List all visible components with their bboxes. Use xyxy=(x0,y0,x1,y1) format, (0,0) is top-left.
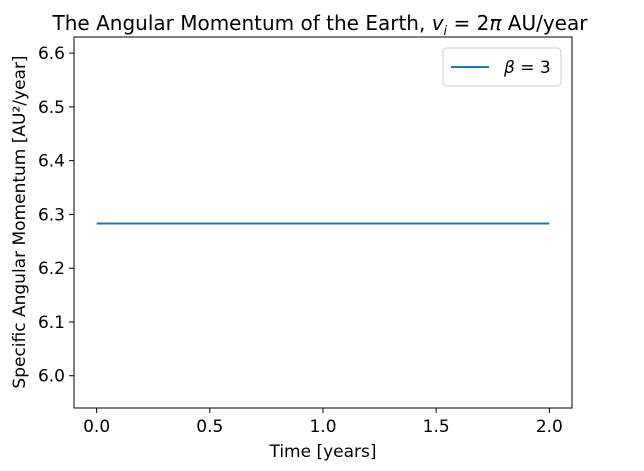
legend-box xyxy=(442,47,562,87)
x-tick-label: 1.5 xyxy=(423,417,450,437)
y-axis: 6.0 6.1 6.2 6.3 6.4 6.5 6.6 xyxy=(38,44,74,387)
x-tick-label: 2.0 xyxy=(536,417,563,437)
x-tick-label: 0.5 xyxy=(196,417,223,437)
y-tick-label: 6.4 xyxy=(38,152,65,172)
legend-label-beta-3: β = 3 xyxy=(503,58,551,78)
x-tick-label: 1.0 xyxy=(309,417,336,437)
plot-area xyxy=(73,36,573,409)
y-tick-label: 6.3 xyxy=(38,205,65,225)
y-tick-label: 6.2 xyxy=(38,259,65,279)
x-axis-label: Time [years] xyxy=(268,442,376,462)
y-tick-label: 6.0 xyxy=(38,367,65,387)
x-axis: 0.0 0.5 1.0 1.5 2.0 xyxy=(83,408,563,437)
legend: β = 3 xyxy=(442,47,562,87)
y-tick-label: 6.1 xyxy=(38,313,65,333)
y-axis-label: Specific Angular Momentum [AU²/year] xyxy=(10,55,30,388)
x-tick-label: 0.0 xyxy=(83,417,110,437)
y-tick-label: 6.5 xyxy=(38,98,65,118)
y-tick-label: 6.6 xyxy=(38,44,65,64)
chart-title: The Angular Momentum of the Earth, vi = … xyxy=(52,11,589,39)
